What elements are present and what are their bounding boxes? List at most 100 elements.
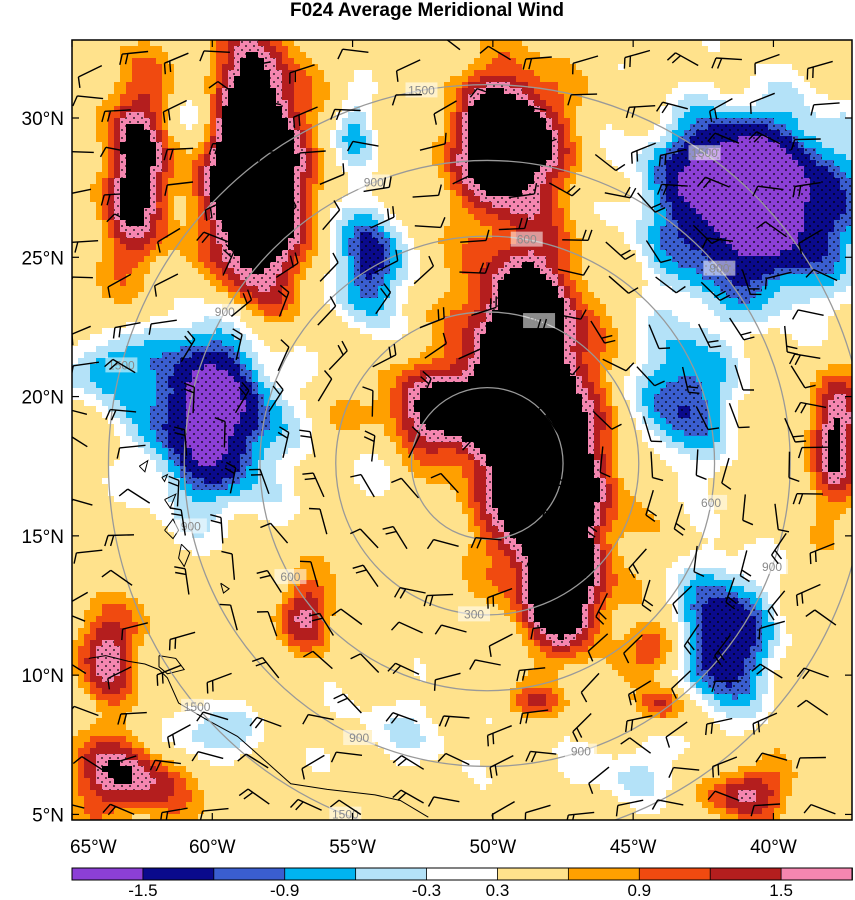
field-cell xyxy=(318,244,331,251)
stipple-cell xyxy=(126,232,144,238)
field-cell xyxy=(546,256,559,263)
field-cell xyxy=(606,580,619,587)
wind-barbs xyxy=(72,40,840,820)
field-cell xyxy=(294,634,319,641)
field-cell xyxy=(588,76,751,83)
field-cell xyxy=(426,706,511,713)
field-cell xyxy=(306,748,325,755)
field-cell xyxy=(102,160,109,167)
field-cell xyxy=(618,574,637,581)
field-cell xyxy=(330,760,397,767)
field-cell xyxy=(846,430,852,437)
field-cell xyxy=(330,622,517,629)
wind-barb-feather xyxy=(341,340,348,352)
field-cell xyxy=(600,628,613,635)
field-cell xyxy=(576,304,589,311)
stipple-cell xyxy=(462,142,468,148)
stipple-cell xyxy=(528,556,594,562)
stipple-cell xyxy=(114,202,120,208)
field-cell xyxy=(258,712,337,719)
field-cell xyxy=(312,376,379,383)
field-cell xyxy=(384,424,397,431)
field-cell xyxy=(594,406,601,413)
stipple-cell xyxy=(786,148,804,154)
stipple-cell xyxy=(150,190,156,196)
stipple-cell xyxy=(120,202,150,208)
field-cell xyxy=(360,454,379,461)
stipple-cell xyxy=(534,262,546,268)
field-cell xyxy=(354,316,391,323)
stipple-cell xyxy=(828,418,834,424)
stipple-cell xyxy=(660,190,666,196)
field-cell xyxy=(276,382,307,389)
wind-barb xyxy=(705,176,730,188)
wind-barb-feather xyxy=(468,164,472,176)
field-cell xyxy=(90,736,127,743)
field-cell xyxy=(456,112,463,119)
field-cell xyxy=(612,544,619,551)
field-cell xyxy=(786,802,852,809)
field-cell xyxy=(564,280,577,287)
field-cell xyxy=(252,358,259,365)
field-cell xyxy=(390,394,403,401)
wind-barb-feather xyxy=(587,229,593,241)
field-cell xyxy=(288,634,295,641)
field-cell xyxy=(558,262,571,269)
stipple-cell xyxy=(564,328,576,334)
field-cell xyxy=(72,136,97,143)
field-cell xyxy=(90,814,103,820)
field-cell xyxy=(408,244,415,251)
field-cell xyxy=(606,574,619,581)
wind-barb xyxy=(655,276,677,294)
field-cell xyxy=(120,334,193,341)
field-cell xyxy=(612,568,631,575)
field-cell xyxy=(444,118,451,125)
stipple-cell xyxy=(744,604,756,610)
stipple-cell xyxy=(486,328,564,334)
stipple-cell xyxy=(222,106,282,112)
field-cell xyxy=(156,778,175,785)
field-cell xyxy=(108,112,121,119)
field-cell xyxy=(96,208,103,215)
field-cell xyxy=(306,760,331,767)
field-cell xyxy=(114,412,127,419)
stipple-cell xyxy=(510,544,522,550)
stipple-cell xyxy=(528,100,534,106)
field-cell xyxy=(684,664,691,671)
field-cell xyxy=(204,148,211,155)
stipple-cell xyxy=(594,514,600,520)
field-cell xyxy=(768,640,781,647)
field-cell xyxy=(150,220,157,227)
field-cell xyxy=(96,592,127,599)
stipple-cell xyxy=(216,118,222,124)
field-cell xyxy=(690,628,697,635)
field-cell xyxy=(336,118,343,125)
wind-barb xyxy=(110,408,137,413)
field-cell xyxy=(708,418,721,425)
stipple-cell xyxy=(738,250,780,256)
field-cell xyxy=(162,106,169,113)
field-cell xyxy=(78,766,85,773)
field-cell xyxy=(114,256,145,263)
field-cell xyxy=(294,106,313,113)
field-cell xyxy=(654,124,667,131)
field-cell xyxy=(138,94,151,101)
field-cell xyxy=(726,784,769,791)
field-cell xyxy=(726,412,739,419)
field-cell xyxy=(294,58,313,65)
field-cell xyxy=(162,76,175,83)
field-cell xyxy=(372,190,451,197)
field-cell xyxy=(648,508,685,515)
field-cell xyxy=(834,160,852,167)
field-cell xyxy=(570,262,583,269)
stipple-cell xyxy=(558,286,564,292)
wind-barb-feather xyxy=(183,388,195,394)
stipple-cell xyxy=(840,466,846,472)
stipple-cell xyxy=(558,292,564,298)
stipple-cell xyxy=(186,442,228,448)
field-cell xyxy=(786,562,852,569)
stipple-cell xyxy=(822,454,828,460)
field-cell xyxy=(168,232,199,239)
field-cell xyxy=(540,640,553,647)
field-cell xyxy=(114,154,121,161)
